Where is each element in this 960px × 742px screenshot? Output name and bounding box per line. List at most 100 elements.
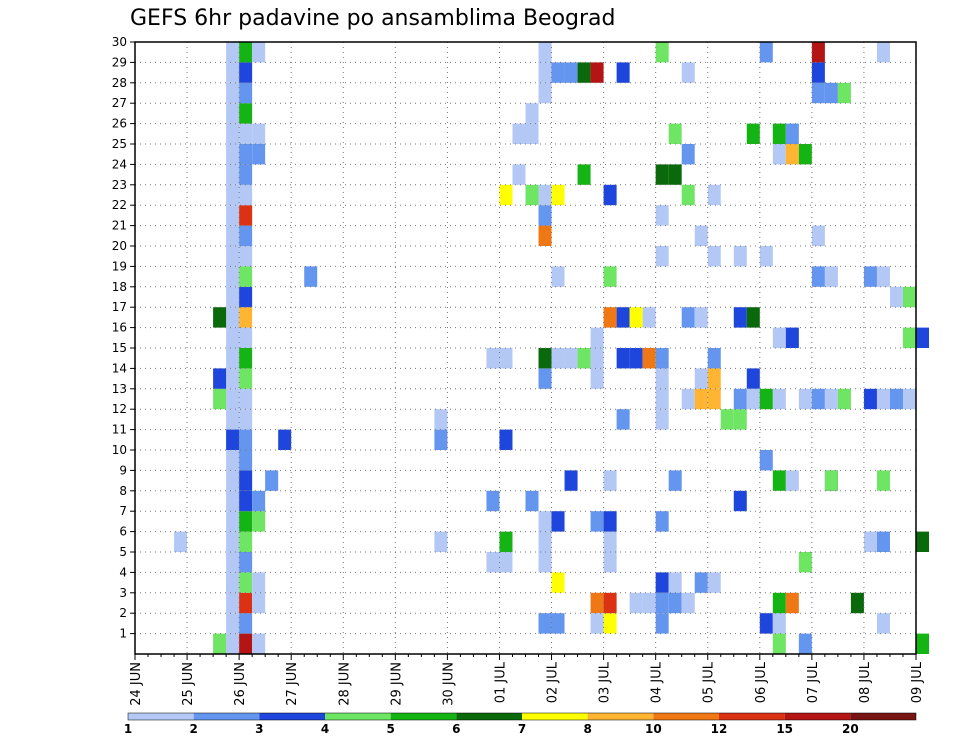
heatmap-cell [772,144,786,165]
heatmap-cell [226,368,240,389]
heatmap-cell [876,470,890,491]
heatmap-cell [694,368,708,389]
heatmap-cell [239,184,253,206]
heatmap-cell [746,368,760,389]
y-tick-label: 19 [112,259,127,273]
heatmap-cell [876,42,890,63]
x-tick-label: 30 JUN [441,662,456,706]
colorbar-segment [719,713,785,720]
heatmap-cell [252,511,266,532]
heatmap-cell [252,633,266,654]
heatmap-cell [655,572,669,593]
heatmap-cell [239,123,253,144]
heatmap-cell [226,388,240,410]
colorbar-outline [127,712,917,721]
colorbar: 1 2 3 4 5 6 7 8 10 12 15 20 [124,712,917,736]
heatmap-cell [239,470,253,491]
heatmap-cell [525,103,539,124]
heatmap-cell [811,82,825,104]
y-tick-label: 15 [112,341,127,355]
heatmap-cell [681,388,695,410]
heatmap-cell [707,368,721,389]
x-tick-label: 04 JUL [650,661,665,703]
heatmap-cell [681,184,695,206]
colorbar-label: 8 [583,722,591,736]
heatmap-cell [252,144,266,165]
heatmap-cell [642,348,656,369]
heatmap-cell [916,633,930,654]
heatmap-cell [772,633,786,654]
x-tick-label: 29 JUN [389,662,404,706]
heatmap-cell [226,490,240,512]
heatmap-cell [902,327,916,348]
heatmap-cell [616,62,630,83]
y-tick-label: 14 [112,361,127,375]
heatmap-cell [226,184,240,206]
y-tick-label: 18 [112,280,127,294]
heatmap-cell [577,348,591,369]
grid-lines [135,42,916,654]
heatmap-cell [863,266,877,287]
y-tick-label: 24 [112,157,127,171]
x-tick-label: 02 JUL [546,661,561,703]
heatmap-cell [226,42,240,63]
heatmap-cell [226,62,240,83]
heatmap-cell [239,225,253,246]
heatmap-cell [499,531,513,552]
heatmap-cell [694,225,708,246]
heatmap-cell [551,613,565,634]
heatmap-cell [785,327,799,348]
heatmap-cell [239,450,253,471]
heatmap-cell [733,490,747,512]
x-tick-label: 06 JUL [754,661,769,703]
heatmap-cell [733,409,747,430]
heatmap-cell [226,409,240,430]
y-axis: 1234567891011121314151617181920212223242… [112,35,135,641]
x-tick-label: 26 JUN [233,662,248,706]
heatmap-cell [811,266,825,287]
heatmap-cell [551,348,565,369]
heatmap-cell [239,511,253,532]
heatmap-cell [707,246,721,267]
heatmap-cell [239,368,253,389]
colorbar-label: 15 [776,722,793,736]
heatmap-cell [772,123,786,144]
heatmap-cell [681,62,695,83]
x-axis: 24 JUN 25 JUN 26 JUN 27 JUN 28 JUN 29 JUN 30 J… [129,654,925,706]
heatmap-cell [603,470,617,491]
heatmap-cell [655,368,669,389]
colorbar-label: 4 [321,722,329,736]
heatmap-cell [174,531,188,552]
heatmap-cell [590,368,604,389]
heatmap-cell [668,592,682,614]
heatmap-cell [772,613,786,634]
heatmap-cell [668,572,682,593]
heatmap-cell [824,470,838,491]
heatmap-cell [239,388,253,410]
heatmap-cell [226,103,240,124]
x-tick-label: 09 JUL [910,661,925,703]
heatmap-cell [226,123,240,144]
y-tick-label: 9 [119,463,127,477]
heatmap-cell [512,123,526,144]
heatmap-cell [876,388,890,410]
y-tick-label: 20 [112,239,127,253]
colorbar-label: 10 [645,722,662,736]
heatmap-cell [668,164,682,185]
y-tick-label: 26 [112,117,127,131]
heatmap-cell [239,307,253,328]
heatmap-cell [603,592,617,614]
colorbar-label: 2 [189,722,197,736]
x-tick-label: 28 JUN [337,662,352,706]
heatmap-cell [239,409,253,430]
heatmap-cell [226,592,240,614]
heatmap-cell [655,205,669,226]
heatmap-cell [759,450,773,471]
heatmap-cell [837,82,851,104]
heatmap-cell [655,511,669,532]
heatmap-cell [538,184,552,206]
heatmap-cell [759,246,773,267]
heatmap-cell [837,388,851,410]
heatmap-cell [772,592,786,614]
